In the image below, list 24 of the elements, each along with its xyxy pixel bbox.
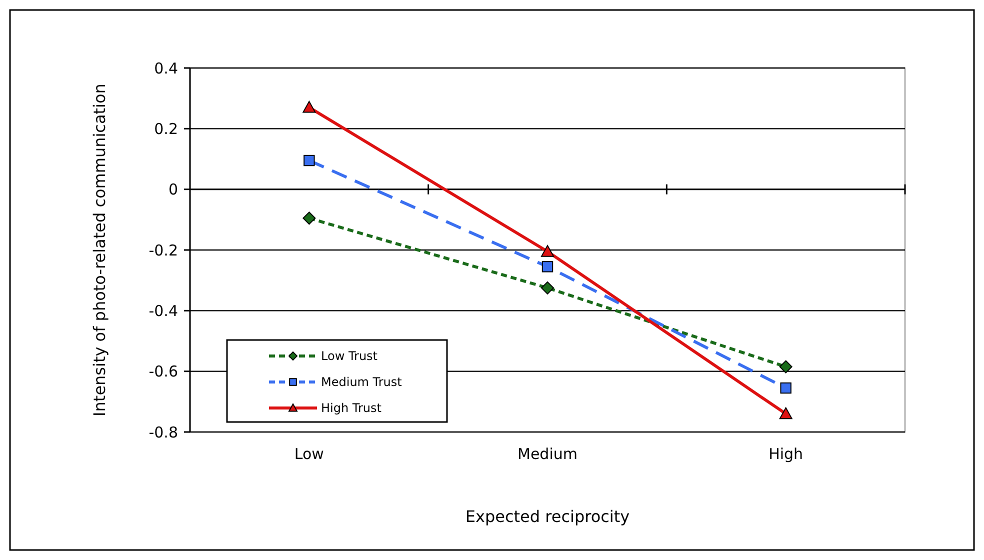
point (541, 281, 554, 294)
legend-label: Low Trust (321, 349, 378, 364)
point (541, 245, 554, 257)
y-tick-label: 0.4 (154, 59, 178, 78)
point (302, 100, 316, 113)
y-tick-label: 0 (168, 180, 178, 199)
x-axis-title: Expected reciprocity (465, 507, 630, 526)
point (779, 360, 792, 374)
y-tick-label: -0.2 (148, 241, 178, 260)
y-tick-label: 0.2 (154, 120, 178, 138)
legend-label: High Trust (321, 401, 382, 416)
point (779, 407, 792, 420)
point (542, 261, 554, 272)
y-tick-label: -0.8 (148, 423, 178, 442)
x-tick-label: High (768, 445, 804, 463)
y-axis-title: Intensity of photo-related communication (90, 84, 109, 416)
y-tick-label: -0.6 (148, 362, 178, 381)
y-tick-label: -0.4 (148, 302, 178, 320)
point (780, 382, 792, 394)
x-tick-label: Low (294, 445, 324, 463)
x-tick-label: Medium (518, 445, 578, 463)
point (304, 154, 315, 166)
legend-label: Medium Trust (321, 375, 402, 390)
point (302, 212, 316, 225)
